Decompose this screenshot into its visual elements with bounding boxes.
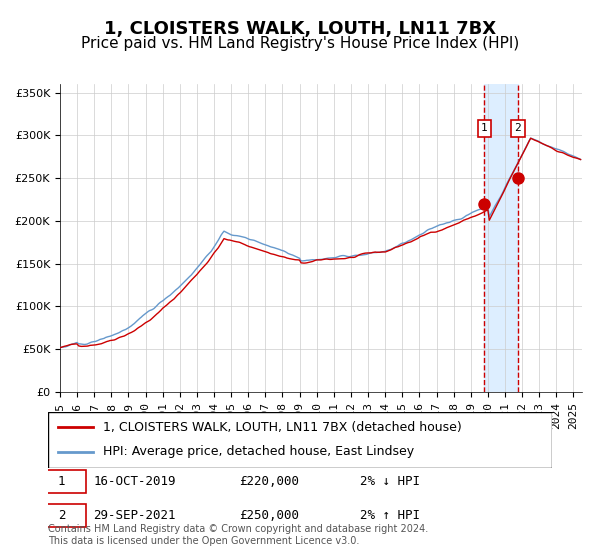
Text: 1: 1	[481, 124, 488, 133]
Text: 2% ↓ HPI: 2% ↓ HPI	[361, 475, 421, 488]
Text: 1: 1	[58, 475, 65, 488]
Text: 2: 2	[58, 508, 65, 522]
Text: £220,000: £220,000	[239, 475, 299, 488]
Text: Contains HM Land Registry data © Crown copyright and database right 2024.
This d: Contains HM Land Registry data © Crown c…	[48, 524, 428, 546]
Text: 2: 2	[514, 124, 521, 133]
Text: 1, CLOISTERS WALK, LOUTH, LN11 7BX (detached house): 1, CLOISTERS WALK, LOUTH, LN11 7BX (deta…	[103, 421, 462, 434]
Text: £250,000: £250,000	[239, 508, 299, 522]
Bar	[484, 84, 518, 392]
Text: Price paid vs. HM Land Registry's House Price Index (HPI): Price paid vs. HM Land Registry's House …	[81, 36, 519, 52]
FancyBboxPatch shape	[38, 504, 86, 526]
Text: 2% ↑ HPI: 2% ↑ HPI	[361, 508, 421, 522]
Text: 29-SEP-2021: 29-SEP-2021	[94, 508, 176, 522]
Text: 1, CLOISTERS WALK, LOUTH, LN11 7BX: 1, CLOISTERS WALK, LOUTH, LN11 7BX	[104, 20, 496, 38]
FancyBboxPatch shape	[38, 470, 86, 493]
Text: 16-OCT-2019: 16-OCT-2019	[94, 475, 176, 488]
FancyBboxPatch shape	[48, 412, 552, 468]
Text: HPI: Average price, detached house, East Lindsey: HPI: Average price, detached house, East…	[103, 445, 415, 459]
